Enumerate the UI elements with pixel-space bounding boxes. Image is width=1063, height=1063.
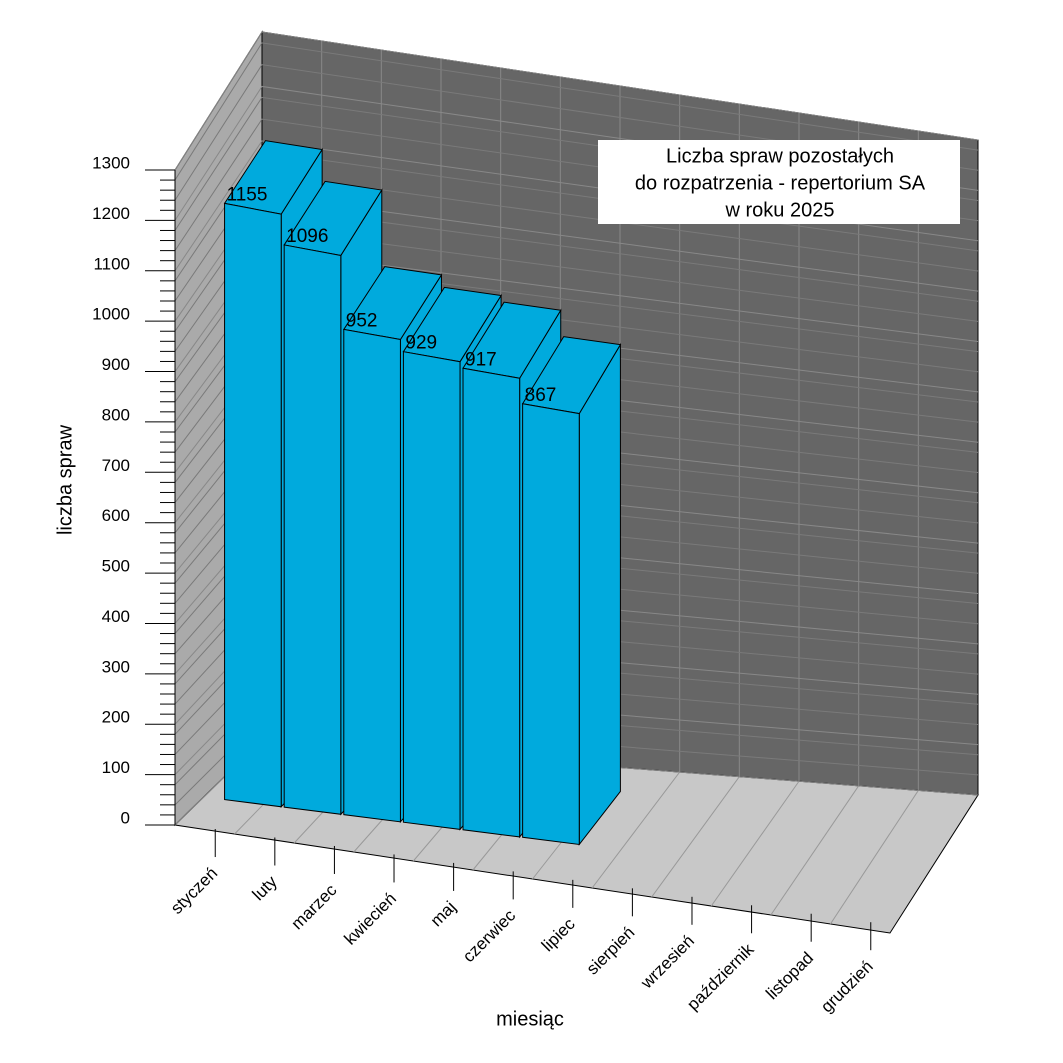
floor-line bbox=[591, 771, 681, 889]
x-tick-label: grudzień bbox=[817, 957, 877, 1017]
value-label: 952 bbox=[346, 310, 378, 331]
x-tick-label: styczeń bbox=[167, 864, 221, 918]
x-tick-label: lipiec bbox=[538, 914, 579, 955]
chart-title: w roku 2025 bbox=[725, 199, 835, 221]
value-label: 1155 bbox=[227, 184, 268, 205]
y-tick-label: 1100 bbox=[93, 254, 130, 273]
bar-front bbox=[224, 202, 282, 808]
minor-grid-line bbox=[174, 64, 979, 201]
x-tick-label: luty bbox=[249, 872, 281, 904]
bar-front bbox=[343, 328, 401, 823]
y-tick-label: 200 bbox=[102, 708, 130, 727]
minor-grid-line bbox=[174, 42, 979, 181]
value-label: 867 bbox=[525, 385, 557, 406]
x-tick-label: maj bbox=[427, 897, 460, 930]
bar-side bbox=[578, 342, 621, 846]
y-axis-label: liczba spraw bbox=[54, 424, 76, 535]
bar-front bbox=[283, 244, 342, 815]
y-tick-label: 400 bbox=[102, 607, 130, 626]
value-label: 917 bbox=[465, 349, 497, 370]
y-tick-label: 900 bbox=[102, 355, 130, 374]
x-axis-label: miesiąc bbox=[496, 1008, 564, 1030]
floor-line bbox=[651, 776, 740, 898]
y-tick-label: 500 bbox=[102, 557, 130, 576]
chart-title: do rozpatrzenia - repertorium SA bbox=[635, 172, 926, 194]
y-tick-label: 1000 bbox=[92, 305, 130, 324]
y-tick-label: 700 bbox=[102, 456, 130, 475]
bar-front bbox=[462, 367, 521, 838]
y-tick-label: 1300 bbox=[92, 153, 130, 172]
bar-front bbox=[402, 351, 461, 830]
value-label: 929 bbox=[405, 333, 437, 354]
chart-title: Liczba spraw pozostałych bbox=[666, 145, 894, 167]
x-tick-label: marzec bbox=[288, 880, 341, 933]
x-tick-label: październik bbox=[683, 939, 758, 1014]
y-tick-label: 300 bbox=[102, 657, 130, 676]
x-tick-label: listopad bbox=[762, 948, 817, 1003]
y-tick-label: 100 bbox=[102, 758, 130, 777]
value-label: 1096 bbox=[286, 226, 328, 247]
floor-line bbox=[710, 780, 800, 907]
x-tick-label: wrzesień bbox=[636, 931, 698, 993]
x-tick-label: sierpień bbox=[583, 923, 639, 979]
title-box bbox=[598, 140, 960, 224]
y-tick-label: 0 bbox=[121, 808, 130, 827]
y-tick-label: 800 bbox=[102, 405, 130, 424]
y-tick-label: 600 bbox=[102, 506, 130, 525]
x-tick-label: kwiecień bbox=[340, 889, 400, 949]
x-tick-label: czerwiec bbox=[459, 906, 520, 967]
bar bbox=[521, 336, 622, 846]
floor-line bbox=[829, 790, 919, 925]
grid-line bbox=[174, 31, 979, 171]
y-tick-label: 1200 bbox=[92, 204, 130, 223]
bar-front bbox=[522, 403, 580, 846]
floor-line bbox=[770, 785, 860, 916]
